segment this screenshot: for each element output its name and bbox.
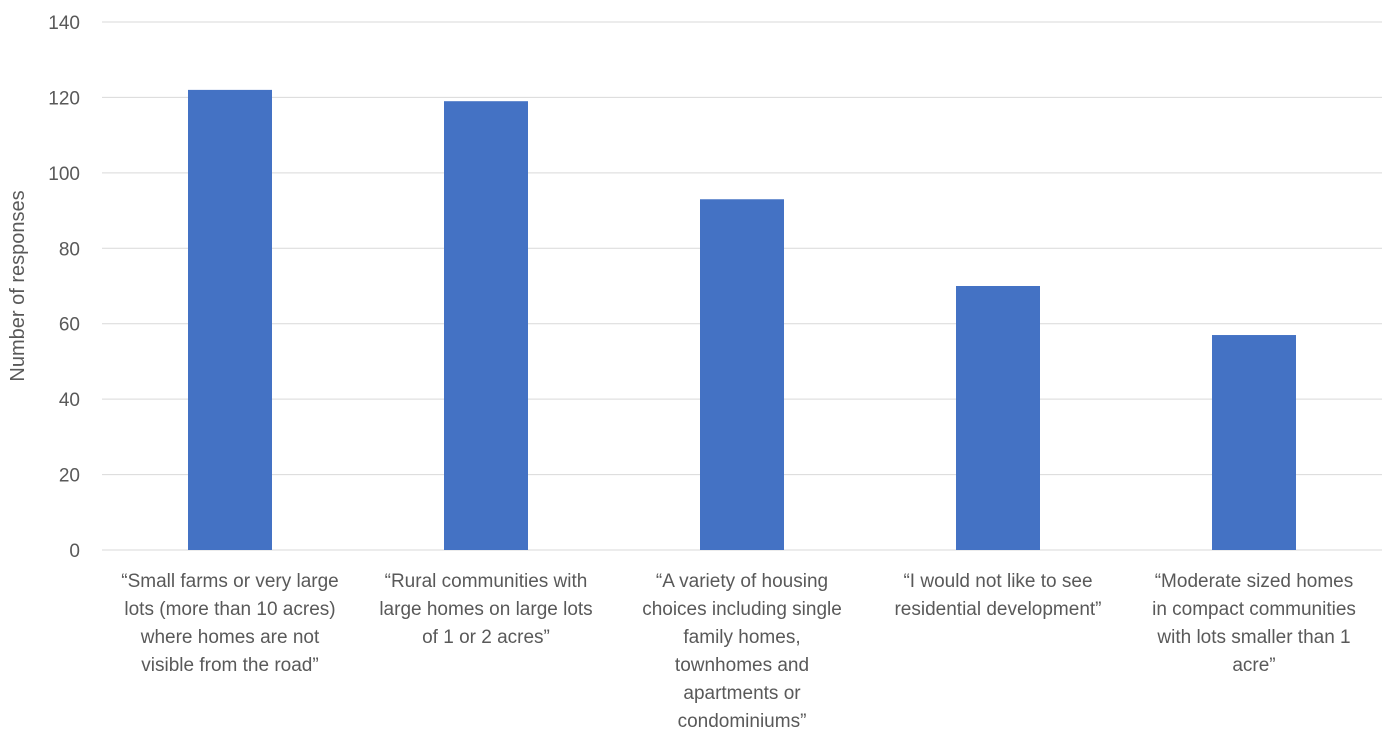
y-tick-label: 100 xyxy=(48,164,80,185)
y-tick-label: 0 xyxy=(69,541,80,562)
bar xyxy=(188,89,272,550)
y-axis-title: Number of responses xyxy=(7,190,29,381)
x-category-label: “Moderate sized homes in compact communit… xyxy=(1152,571,1356,676)
y-tick-label: 60 xyxy=(59,315,80,336)
bars xyxy=(188,89,1296,550)
x-category-label: “I would not like to see residential deve… xyxy=(894,571,1101,620)
bar xyxy=(700,199,784,550)
y-axis-ticks: 0 20 40 60 80 100 120 140 xyxy=(48,13,80,562)
x-category-label: “A variety of housing choices including s… xyxy=(642,571,842,732)
y-tick-label: 20 xyxy=(59,466,80,487)
x-category-label: “Small farms or very large lots (more tha… xyxy=(121,571,339,676)
x-axis-labels: “Small farms or very large lots (more tha… xyxy=(121,571,1356,732)
y-tick-label: 80 xyxy=(59,239,80,260)
x-category-label: “Rural communities with large homes on la… xyxy=(379,571,592,648)
bar xyxy=(956,286,1040,550)
y-tick-label: 140 xyxy=(48,13,80,34)
y-tick-label: 120 xyxy=(48,88,80,109)
bar xyxy=(444,101,528,550)
y-tick-label: 40 xyxy=(59,390,80,411)
bar xyxy=(1212,335,1296,550)
